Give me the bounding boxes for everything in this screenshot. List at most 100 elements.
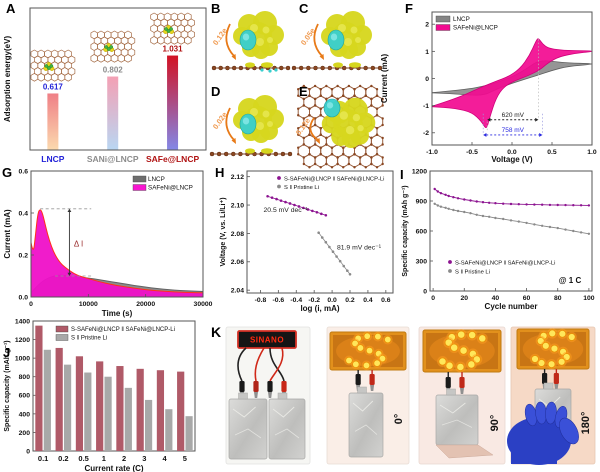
svg-text:SANi@LNCP: SANi@LNCP	[87, 154, 139, 164]
cycling-chart: 0 20 40 60 80 100 0 300 600 900 1200 S-SAFeNi@LNCP …	[402, 168, 595, 311]
svg-text:5: 5	[183, 454, 187, 463]
svg-text:1.031: 1.031	[163, 45, 184, 54]
panel-label-d: D	[211, 84, 221, 99]
svg-text:600: 600	[416, 228, 428, 235]
svg-text:0.4: 0.4	[19, 210, 29, 217]
svg-text:0.2: 0.2	[58, 454, 68, 463]
svg-text:2.10: 2.10	[231, 202, 244, 209]
svg-text:1400: 1400	[15, 318, 30, 325]
svg-text:0: 0	[423, 288, 427, 295]
svg-text:Current (mA): Current (mA)	[380, 54, 389, 104]
svg-text:10000: 10000	[79, 301, 98, 308]
svg-text:Voltage (V, vs. Li/Li⁺): Voltage (V, vs. Li/Li⁺)	[220, 197, 227, 266]
svg-text:1200: 1200	[15, 337, 30, 344]
svg-text:3: 3	[142, 454, 146, 463]
svg-text:2.12: 2.12	[231, 174, 244, 181]
svg-text:0.5: 0.5	[78, 454, 88, 463]
tafel-chart: -0.8 -0.6 -0.4 -0.2 0.0 0.2 0.4 0.6 2.04 2.06 2.08…	[220, 170, 394, 313]
svg-text:300: 300	[416, 258, 428, 265]
svg-text:90°: 90°	[489, 415, 501, 432]
svg-text:0°: 0°	[393, 414, 405, 425]
svg-text:Adsorption energy(eV): Adsorption energy(eV)	[3, 36, 12, 123]
svg-text:20.5 mV dec⁻¹: 20.5 mV dec⁻¹	[264, 207, 309, 214]
svg-text:60: 60	[523, 295, 531, 302]
svg-text:0.2: 0.2	[19, 252, 29, 259]
panel-label-h: H	[215, 165, 225, 180]
svg-text:S ‖ Pristine Li: S ‖ Pristine Li	[455, 269, 490, 275]
svg-text:Current rate (C): Current rate (C)	[84, 464, 143, 472]
svg-text:0: 0	[29, 301, 33, 308]
rate-capability-chart: 0 200 400 600 800 1000 1200 1400 0.1 0.2 0.5 1 2 3 4 5 S…	[4, 318, 196, 472]
svg-text:Voltage (V): Voltage (V)	[491, 155, 533, 164]
svg-text:@ 1 C: @ 1 C	[559, 276, 582, 285]
charge-density-structure-e: 0.12e	[294, 84, 384, 169]
svg-text:SAFeNi@LNCP: SAFeNi@LNCP	[148, 185, 193, 192]
svg-text:2.08: 2.08	[231, 231, 244, 238]
svg-text:Current (mA): Current (mA)	[3, 209, 12, 259]
svg-text:0.0: 0.0	[19, 294, 29, 301]
svg-text:LNCP: LNCP	[453, 16, 470, 23]
svg-text:0.6: 0.6	[19, 168, 29, 175]
svg-text:758 mV: 758 mV	[502, 127, 525, 134]
panel-label-e: E	[299, 84, 308, 99]
svg-text:4: 4	[163, 454, 168, 463]
charge-density-structure-c: 0.05e	[291, 11, 383, 71]
svg-text:0: 0	[26, 448, 30, 455]
panel-label-g: G	[2, 165, 13, 180]
svg-text:0.0: 0.0	[327, 297, 337, 304]
svg-text:81.9 mV dec⁻¹: 81.9 mV dec⁻¹	[337, 245, 382, 252]
svg-text:1: 1	[102, 454, 106, 463]
svg-text:-0.4: -0.4	[290, 297, 302, 304]
svg-text:80: 80	[554, 295, 562, 302]
cv-chart: 620 mV 758 mV -1.0 -0.5 0.0 0.5 1.0 -2 -1 0 1 2 Curr…	[380, 11, 597, 164]
svg-text:Specific capacity (mAh g⁻¹): Specific capacity (mAh g⁻¹)	[4, 340, 11, 431]
svg-text:180°: 180°	[580, 412, 592, 435]
svg-text:2: 2	[425, 22, 429, 29]
svg-text:-0.2: -0.2	[308, 297, 320, 304]
svg-text:0.802: 0.802	[103, 66, 124, 75]
svg-text:1: 1	[425, 49, 429, 56]
svg-text:2: 2	[122, 454, 126, 463]
svg-text:S-SAFeNi@LNCP ‖ SAFeNi@LNCP-Li: S-SAFeNi@LNCP ‖ SAFeNi@LNCP-Li	[455, 260, 555, 266]
svg-text:620 mV: 620 mV	[502, 112, 525, 119]
svg-text:Cycle number: Cycle number	[485, 302, 538, 311]
svg-text:200: 200	[19, 430, 31, 437]
svg-text:SAFe@LNCP: SAFe@LNCP	[146, 154, 199, 164]
svg-text:0.5: 0.5	[547, 149, 557, 156]
svg-text:0: 0	[425, 76, 429, 83]
charge-density-structure-b: 0.12e	[211, 11, 291, 73]
svg-text:-2: -2	[423, 130, 429, 137]
svg-text:0.6: 0.6	[381, 297, 391, 304]
svg-text:LNCP: LNCP	[148, 176, 165, 183]
svg-text:100: 100	[583, 295, 595, 302]
svg-text:2.04: 2.04	[231, 288, 244, 295]
svg-text:SAFeNi@LNCP: SAFeNi@LNCP	[453, 25, 498, 32]
svg-text:S ‖ Pristine Li: S ‖ Pristine Li	[284, 185, 319, 191]
svg-text:900: 900	[416, 198, 428, 205]
svg-text:-0.8: -0.8	[255, 297, 267, 304]
svg-text:20: 20	[460, 295, 468, 302]
current-time-chart: 0 10000 20000 30000 0.0 0.2 0.4 0.6 Current (mA)…	[3, 168, 213, 318]
svg-text:800: 800	[19, 374, 31, 381]
svg-text:400: 400	[19, 411, 31, 418]
svg-text:-0.6: -0.6	[272, 297, 284, 304]
svg-text:-1.0: -1.0	[426, 149, 438, 156]
svg-text:log (i, mA): log (i, mA)	[300, 304, 339, 313]
svg-text:0.0: 0.0	[507, 149, 517, 156]
panel-label-a: A	[6, 1, 16, 16]
svg-text:20000: 20000	[136, 301, 155, 308]
panel-label-k: K	[211, 324, 222, 340]
panel-label-b: B	[211, 1, 221, 16]
svg-text:LNCP: LNCP	[41, 154, 64, 164]
svg-text:0.4: 0.4	[363, 297, 373, 304]
svg-text:2.06: 2.06	[231, 259, 244, 266]
svg-text:40: 40	[492, 295, 500, 302]
svg-text:SINANO: SINANO	[250, 336, 284, 345]
svg-text:0: 0	[431, 295, 435, 302]
svg-text:Time (s): Time (s)	[102, 309, 133, 318]
svg-text:0.617: 0.617	[43, 82, 64, 91]
svg-text:0.1: 0.1	[38, 454, 48, 463]
svg-text:1.0: 1.0	[587, 149, 597, 156]
svg-text:30000: 30000	[194, 301, 213, 308]
